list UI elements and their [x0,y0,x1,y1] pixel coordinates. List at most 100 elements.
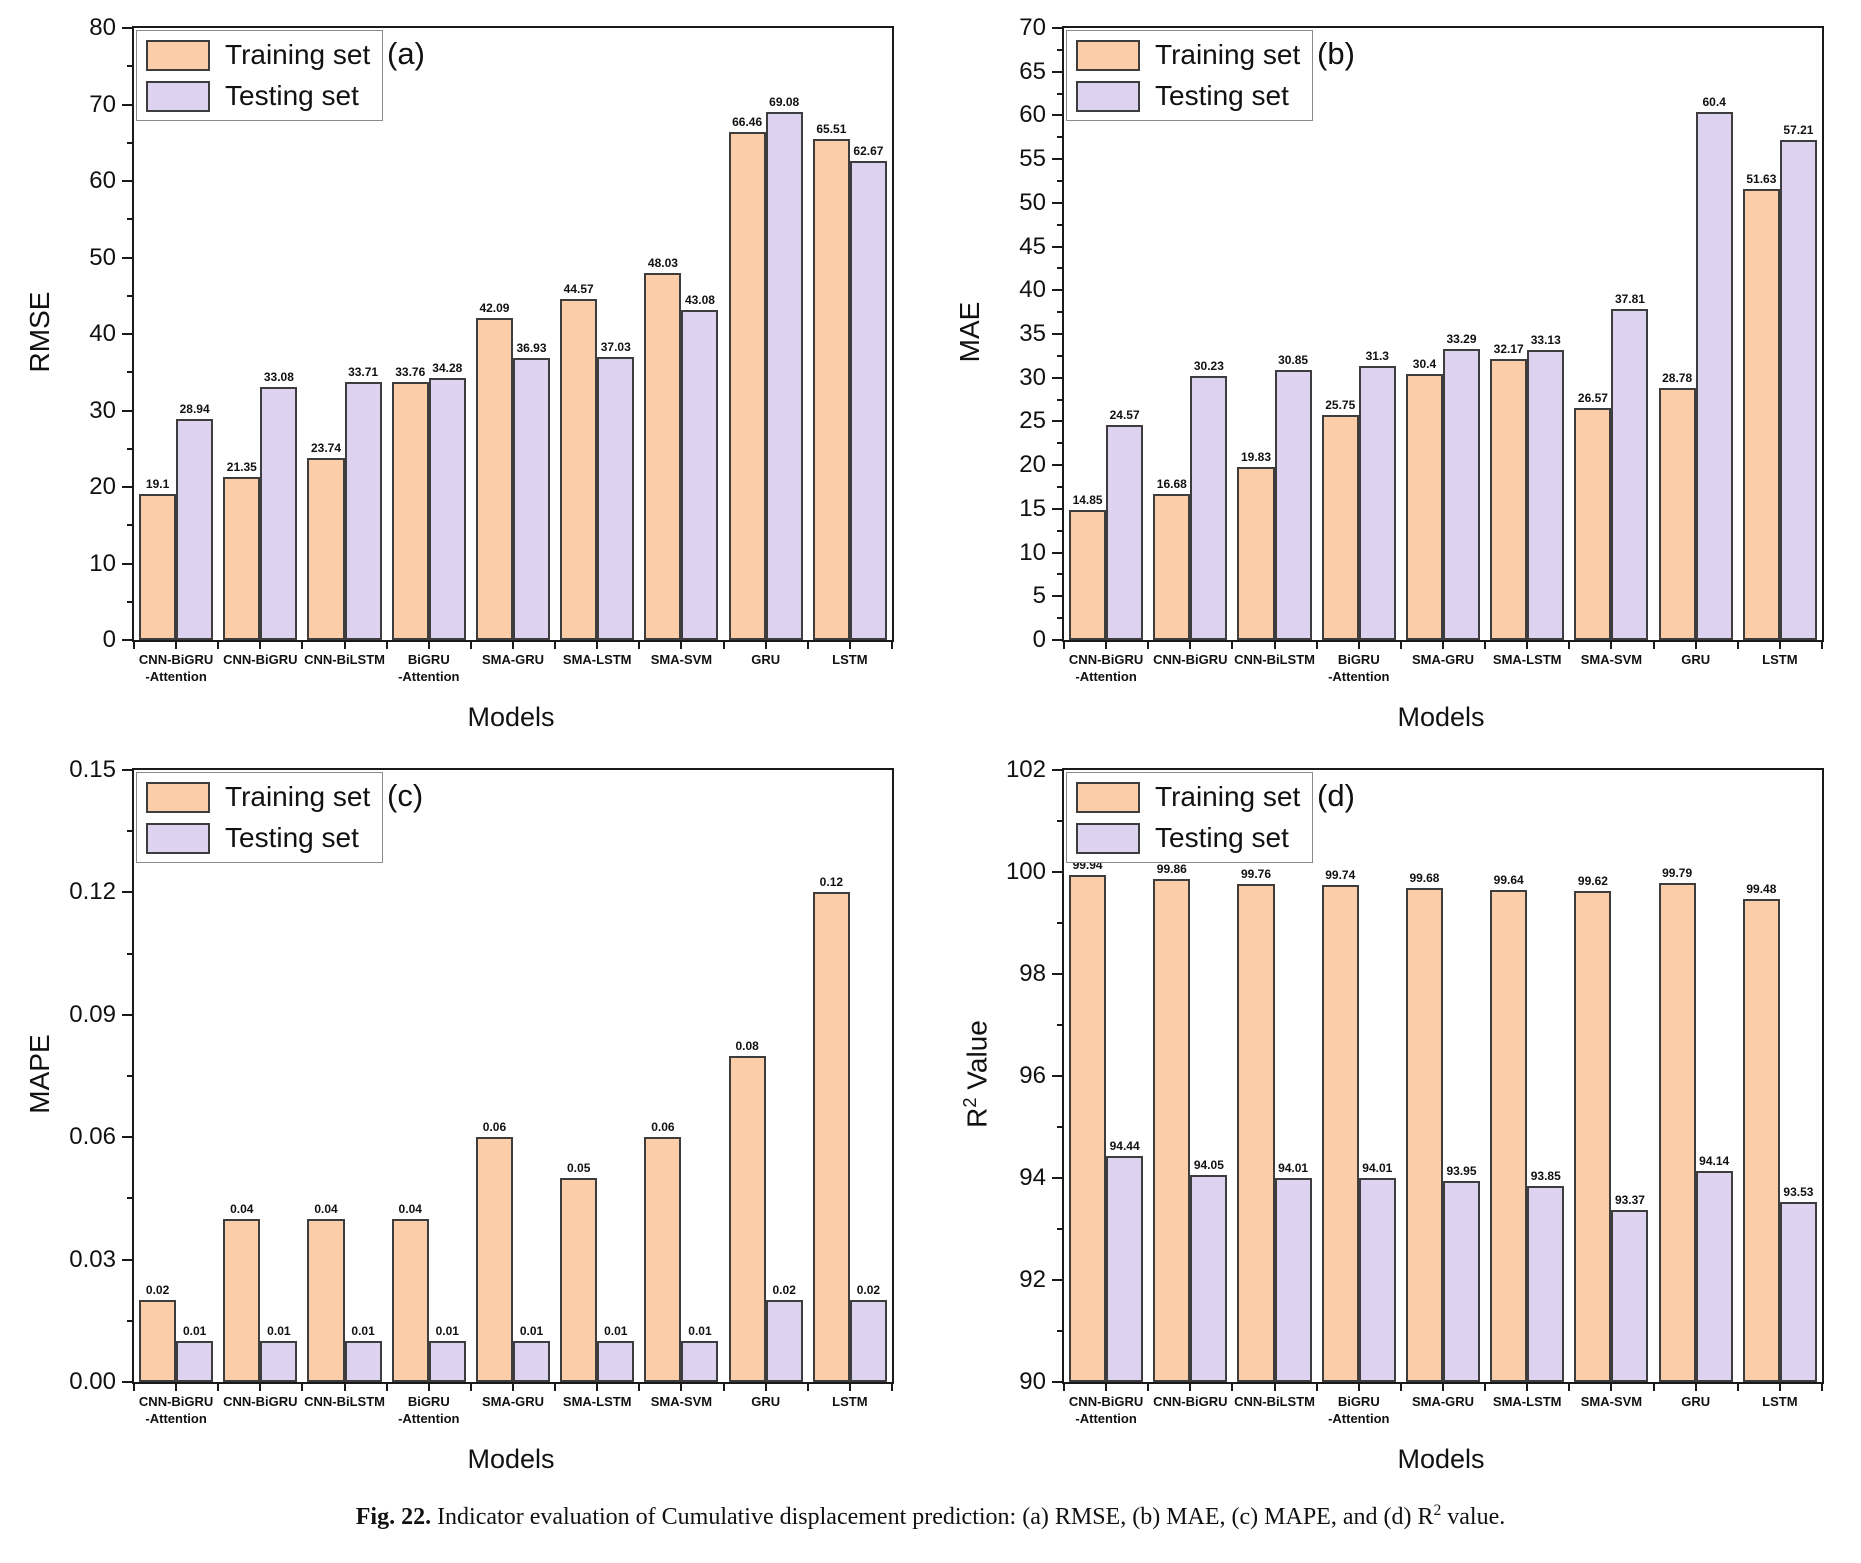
x-axis-tick [1652,640,1655,649]
bar-value-label: 99.86 [1156,862,1187,877]
bar-training [223,1218,261,1382]
y-axis-tick [1052,639,1064,641]
x-axis-tick [680,640,683,649]
legend-swatch-testing [146,80,210,112]
category-label: CNN-BiLSTM [304,652,385,667]
bar-testing [1443,348,1481,640]
bar-training [1237,466,1275,640]
bar-testing [597,356,635,640]
bar-value-label: 0.01 [267,1324,291,1339]
bar-testing [1527,350,1565,640]
bar-testing [1274,1177,1312,1382]
y-axis-tick [127,447,134,450]
category-label: CNN-BiGRU [1153,1394,1228,1409]
y-axis-tick [1057,1228,1064,1230]
plot-area: Training set Testing set (d) 90 92 94 96 98 1… [1006,758,1824,1426]
x-axis-tick [385,1382,388,1391]
panel-letter: (a) [387,36,425,71]
bar-testing [765,1300,803,1382]
bar-value-label: 21.35 [226,459,257,474]
bar-testing [1190,375,1228,640]
bar-value-label: 99.62 [1577,874,1608,889]
x-axis-tick [1105,640,1108,649]
y-axis-tick [122,409,134,412]
y-axis-tick [1057,311,1064,314]
bar-testing [765,111,803,640]
legend-row-training: Training set [146,39,370,71]
y-axis-tick [1052,376,1064,379]
legend-row-testing: Testing set [146,80,370,112]
legend-swatch-testing [146,822,210,854]
y-axis-tick [1057,1024,1064,1026]
y-axis-tick [127,1319,134,1322]
category-label: SMA-LSTM [1492,652,1562,667]
bar-testing [344,1341,382,1382]
x-axis-tick [301,1382,304,1391]
y-axis-tick [127,294,134,297]
chart-panel: R2 Value Training set Testing set (d) 90… [930,742,1860,1484]
x-axis-tick [259,640,262,649]
y-axis-tick [1052,1381,1064,1383]
y-axis-tick [1057,442,1064,445]
bar-testing [428,1341,466,1382]
category-label: BiGRU -Attention [1328,652,1390,684]
bar-testing [1527,1185,1565,1382]
y-axis-tick [127,830,134,833]
bar-testing [1106,425,1144,640]
x-axis-tick [385,640,388,649]
bar-value-label: 0.04 [314,1201,338,1216]
plot-area: Training set Testing set (c) 0.00 0.03 0.0… [69,758,894,1426]
bar-training [475,1137,513,1382]
figure-caption: Fig. 22. Indicator evaluation of Cumulat… [0,1502,1861,1531]
bar-value-label: 30.85 [1278,353,1309,368]
x-axis-tick [1526,640,1529,649]
x-axis-tick [512,1382,514,1391]
x-axis-tick [1736,1382,1739,1391]
x-axis-tick [427,1382,430,1391]
legend: Training set Testing set [1066,30,1314,121]
x-axis-tick [469,1382,472,1391]
chart-panel: MAPE Training set Testing set (c) 0.00 0.… [0,742,930,1484]
y-axis-tick-label: 65 [1019,57,1046,85]
bar-value-label: 0.04 [398,1201,422,1216]
x-axis-tick [596,640,599,649]
bar-testing [1274,370,1312,640]
category-label: CNN-BiGRU -Attention [1068,1394,1144,1426]
y-axis-tick [1057,48,1064,51]
bar-training [1405,374,1443,640]
y-axis-tick-label: 10 [89,549,116,577]
bar-testing [1358,366,1396,640]
bar-training [1153,879,1191,1382]
y-axis-tick [1052,464,1064,467]
x-axis-tick [1736,640,1739,649]
legend: Training set Testing set [136,30,384,121]
bar-testing [849,160,887,640]
y-axis-tick [1052,769,1064,771]
x-axis-tick [1442,1382,1444,1391]
bar-value-label: 0.02 [145,1283,170,1298]
category-label: BiGRU -Attention [398,652,460,684]
x-axis-tick [175,640,178,649]
category-label: CNN-BiGRU [1153,652,1228,667]
category-label: GRU [751,1394,781,1409]
category-label: SMA-SVM [1580,652,1643,667]
bar-training [1742,898,1780,1382]
category-label: CNN-BiGRU [223,652,298,667]
bar-value-label: 0.02 [856,1283,881,1298]
y-axis-tick [122,103,134,106]
y-axis-tick [1057,398,1064,401]
y-axis-tick-label: 92 [1019,1266,1046,1293]
legend-label-testing: Testing set [225,80,359,111]
legend-swatch-training [146,39,210,71]
bar-testing [849,1300,887,1382]
bar-value-label: 28.78 [1662,371,1693,386]
x-axis-tick [1778,640,1781,649]
y-axis-tick [1052,289,1064,292]
x-axis-tick [680,1382,683,1391]
x-axis-tick [1694,640,1697,649]
x-axis-tick [806,640,809,649]
category-label: SMA-LSTM [562,1394,632,1409]
bar-testing [1611,309,1649,640]
x-axis-tick [764,1382,767,1391]
bar-value-label: 99.64 [1493,873,1524,888]
